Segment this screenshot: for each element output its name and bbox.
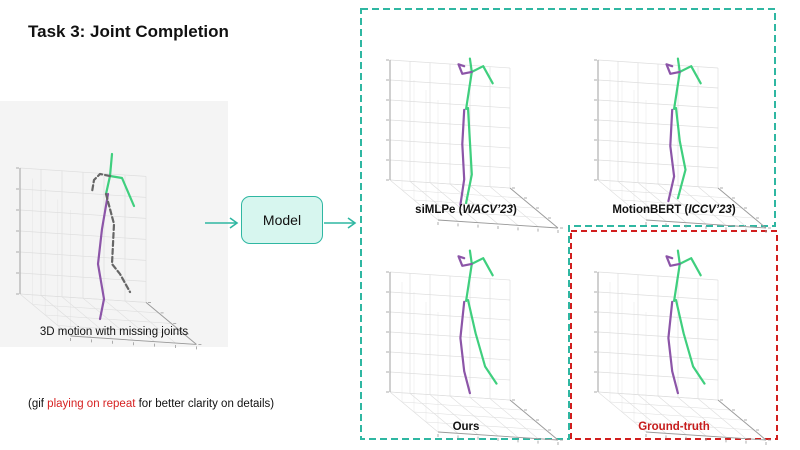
ours-grid-line xyxy=(401,401,523,411)
input-axes xyxy=(16,167,202,350)
ground-truth-right-arm xyxy=(678,257,702,277)
result-caption-motionbert: MotionBERT (ICCV’23) xyxy=(612,204,736,216)
venue-simlpe: WACV’23 xyxy=(462,204,513,216)
simlpe-y-axis xyxy=(509,187,559,229)
ground-truth-y-axis xyxy=(717,399,767,441)
motionbert-right-leg xyxy=(674,106,687,200)
simlpe-left-arm xyxy=(457,63,473,75)
predictions-region xyxy=(360,8,776,440)
input-grid-line xyxy=(57,325,184,335)
simlpe-grid-line xyxy=(425,209,547,219)
input-missing-right-leg xyxy=(104,192,132,294)
ours-x-axis xyxy=(437,431,559,441)
venue-motionbert: ICCV’23 xyxy=(688,204,732,216)
ground-truth-right-leg xyxy=(674,298,706,385)
motionbert-left-leg xyxy=(667,108,676,203)
result-caption-ground-truth: Ground-truth xyxy=(638,421,710,433)
simlpe-right-arm xyxy=(470,65,494,85)
input-motion-panel xyxy=(0,101,228,350)
simlpe-axes xyxy=(386,59,563,233)
motionbert-grid-line xyxy=(633,209,755,219)
ground-truth-left-leg xyxy=(667,300,680,395)
ground-truth-axes xyxy=(594,271,771,445)
ours-right-leg xyxy=(466,298,498,385)
input-right-arm xyxy=(108,174,136,208)
motionbert-x-axis xyxy=(645,219,767,229)
input-grid-line xyxy=(45,314,172,324)
input-motion-plot xyxy=(16,152,202,350)
motionbert-axes xyxy=(594,59,771,233)
motionbert-right-arm xyxy=(678,65,702,85)
input-left-leg xyxy=(96,192,110,321)
motionbert-grid-line xyxy=(597,179,719,189)
ground-truth-grid-line xyxy=(633,421,755,431)
ours-grid-line xyxy=(425,421,547,431)
input-grid-line xyxy=(19,293,147,303)
ours-left-leg xyxy=(459,300,471,395)
ours-y-axis xyxy=(509,399,559,441)
simlpe-x-axis xyxy=(437,219,559,229)
simlpe-right-leg xyxy=(465,106,473,205)
ours-grid-line xyxy=(389,391,511,401)
ground-truth-left-arm xyxy=(665,255,681,267)
arrowhead-1 xyxy=(229,217,239,229)
model-box: Model xyxy=(241,196,323,244)
ours-right-arm xyxy=(470,257,494,277)
simlpe-grid-line xyxy=(389,179,511,189)
gif-note: (gif playing on repeat for better clarit… xyxy=(28,398,275,410)
result-caption-ours: Ours xyxy=(452,421,480,433)
ground-truth-x-axis xyxy=(645,431,767,441)
ours-spine xyxy=(465,249,473,303)
motionbert-y-axis xyxy=(717,187,767,229)
ground-truth-grid-line xyxy=(609,401,731,411)
ours-left-arm xyxy=(457,255,473,267)
ground-truth-spine xyxy=(672,249,681,303)
motionbert-left-arm xyxy=(665,63,681,75)
ground-truth-grid-line xyxy=(621,411,743,421)
input-y-axis xyxy=(145,302,197,345)
input-caption: 3D motion with missing joints xyxy=(39,326,189,338)
simlpe-left-leg xyxy=(459,108,466,206)
result-caption-simlpe: siMLPe (WACV’23) xyxy=(415,204,517,216)
simlpe-spine xyxy=(465,57,473,111)
input-x-axis xyxy=(70,335,197,345)
motionbert-grid-line xyxy=(621,199,743,209)
input-missing-left-arm xyxy=(90,172,112,194)
slide-title: Task 3: Joint Completion xyxy=(28,22,229,41)
ground-truth-region xyxy=(570,230,778,440)
ours-axes xyxy=(386,271,563,445)
arrowhead-2 xyxy=(347,217,357,229)
motionbert-spine xyxy=(672,57,681,111)
ground-truth-grid-line xyxy=(597,391,719,401)
input-grid-line xyxy=(32,304,159,314)
simlpe-grid-line xyxy=(413,199,535,209)
ours-grid-line xyxy=(413,411,535,421)
